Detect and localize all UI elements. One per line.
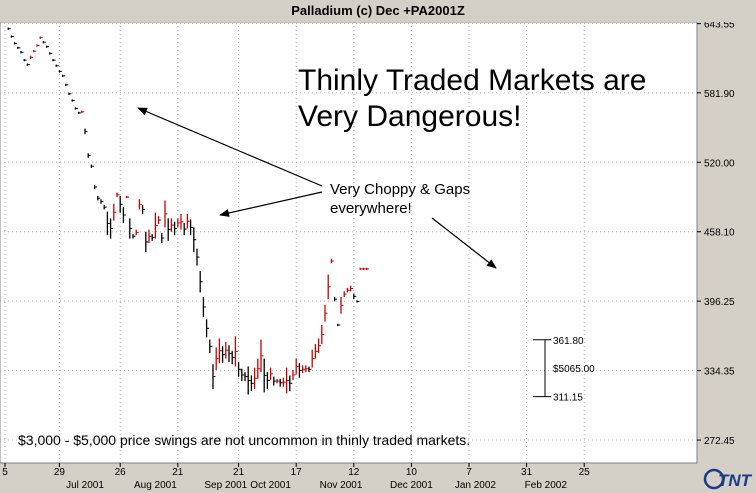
plot-area [0, 22, 698, 464]
x-tick-label: 5 [2, 467, 8, 478]
arrow-to-choppy-area [219, 191, 323, 217]
x-month-label: Nov 2001 [320, 480, 363, 491]
range-delta-label: $5065.00 [553, 364, 595, 375]
x-month-label: Oct 2001 [250, 480, 291, 491]
x-tick-label: 29 [54, 467, 66, 478]
arrow-to-early-gap [137, 107, 323, 187]
tnt-logo: TNT [700, 464, 756, 493]
axes: 643.55 581.90 520.00 458.10 396.25 334.35 272.… [2, 22, 735, 491]
x-month-label: Feb 2002 [525, 480, 568, 491]
y-tick-label: 581.90 [704, 89, 735, 100]
grid-lines [0, 22, 697, 463]
x-month-label: Dec 2001 [390, 480, 433, 491]
x-tick-label: 17 [291, 467, 303, 478]
x-tick-label: 21 [172, 467, 184, 478]
globe-icon [703, 468, 725, 490]
x-tick-label: 31 [521, 467, 533, 478]
y-tick-label: 396.25 [704, 297, 735, 308]
y-tick-label: 458.10 [704, 228, 735, 239]
range-marker: 361.80 311.15 $5065.00 [533, 336, 595, 404]
price-chart: 643.55 581.90 520.00 458.10 396.25 334.35 272.… [0, 22, 756, 493]
y-tick-label: 272.45 [704, 436, 735, 447]
logo-text: TNT [718, 471, 753, 490]
x-tick-label: 7 [466, 467, 472, 478]
x-tick-label: 10 [406, 467, 418, 478]
x-month-label: Jan 2002 [455, 480, 497, 491]
footer-note: $3,000 - $5,000 price swings are not unc… [18, 432, 470, 448]
x-tick-label: 21 [233, 467, 245, 478]
y-tick-label: 334.35 [704, 367, 735, 378]
x-month-label: Sep 2001 [204, 480, 247, 491]
x-month-label: Aug 2001 [134, 480, 177, 491]
choppy-label-line-1: Very Choppy & Gaps [330, 181, 470, 198]
window-titlebar: Palladium (c) Dec +PA2001Z [0, 0, 756, 23]
y-tick-label: 643.55 [704, 22, 735, 31]
headline-line-1: Thinly Traded Markets are [298, 64, 646, 97]
x-tick-label: 26 [115, 467, 127, 478]
headline-line-2: Very Dangerous! [298, 100, 521, 133]
x-month-label: Jul 2001 [66, 480, 104, 491]
choppy-label-line-2: everywhere! [330, 200, 412, 217]
y-tick-label: 520.00 [704, 158, 735, 169]
price-bars [7, 27, 370, 395]
x-tick-label: 25 [579, 467, 591, 478]
window-title: Palladium (c) Dec +PA2001Z [291, 3, 465, 18]
arrow-to-dec-gap [431, 217, 497, 269]
range-low-label: 311.15 [553, 393, 583, 404]
x-tick-label: 12 [348, 467, 360, 478]
range-high-label: 361.80 [553, 336, 584, 347]
